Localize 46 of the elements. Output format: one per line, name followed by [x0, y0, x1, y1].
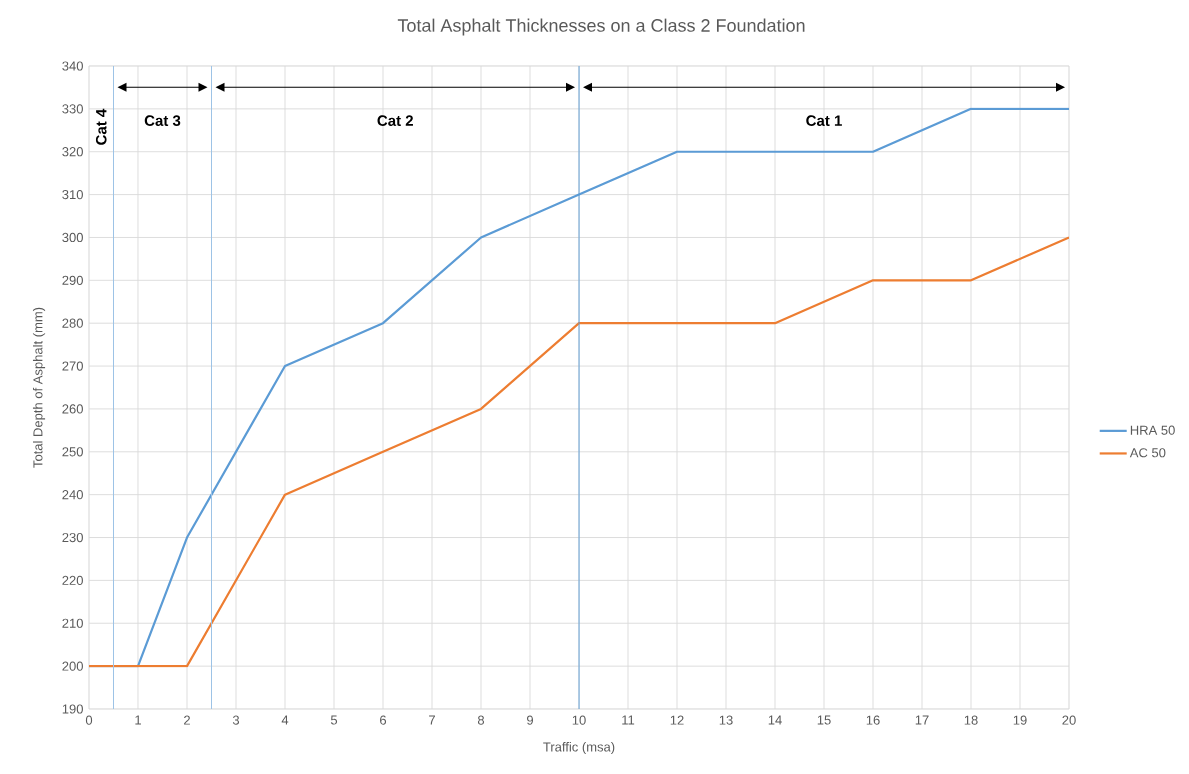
- annotation: Cat 1: [806, 115, 842, 126]
- x-tick-label: 14: [768, 715, 782, 725]
- y-tick-label: 250: [62, 447, 83, 457]
- y-tick-label: 280: [62, 318, 83, 328]
- x-tick-label: 4: [281, 715, 289, 725]
- y-tick-label: 290: [62, 275, 83, 285]
- y-tick-label: 220: [62, 575, 83, 585]
- y-tick-label: 300: [62, 232, 83, 243]
- x-tick-label: 5: [330, 715, 338, 725]
- y-axis-title: Total Depth of Asphalt (mm): [32, 307, 46, 468]
- x-tick-label: 6: [380, 715, 387, 725]
- x-tick-label: 9: [527, 715, 534, 725]
- legend-label: AC 50: [1129, 448, 1166, 458]
- x-tick-label: 17: [915, 715, 929, 725]
- chart-title: Total Asphalt Thicknesses on a Class 2 Foundation: [397, 18, 805, 36]
- x-tick-label: 2: [184, 715, 190, 725]
- x-tick-label: 18: [964, 715, 978, 725]
- y-tick-label: 200: [62, 661, 83, 671]
- x-tick-label: 3: [232, 715, 240, 725]
- y-tick-label: 230: [62, 532, 83, 543]
- x-tick-label: 12: [670, 715, 684, 725]
- x-tick-label: 0: [85, 715, 93, 725]
- x-tick-label: 20: [1062, 715, 1076, 725]
- annotation: Cat 3: [144, 115, 181, 126]
- x-tick-label: 16: [866, 715, 880, 725]
- y-tick-label: 210: [62, 618, 83, 628]
- annotation: Cat 4: [95, 108, 107, 145]
- y-tick-label: 340: [62, 61, 83, 71]
- y-tick-label: 240: [62, 490, 83, 500]
- y-tick-label: 270: [62, 361, 83, 371]
- y-tick-label: 190: [62, 704, 83, 714]
- x-tick-label: 8: [477, 715, 485, 725]
- y-tick-label: 320: [62, 147, 83, 157]
- x-tick-label: 15: [817, 715, 831, 725]
- y-tick-label: 330: [62, 104, 83, 114]
- x-tick-label: 13: [719, 715, 733, 725]
- x-tick-label: 7: [429, 715, 435, 725]
- y-tick-label: 310: [62, 189, 83, 200]
- y-tick-label: 260: [62, 404, 83, 414]
- x-axis-title: Traffic (msa): [543, 741, 615, 755]
- legend-label: HRA 50: [1130, 425, 1175, 435]
- x-tick-label: 19: [1013, 715, 1027, 725]
- x-tick-label: 11: [622, 715, 635, 725]
- x-tick-label: 1: [135, 715, 141, 725]
- annotation: Cat 2: [377, 115, 413, 126]
- x-tick-label: 10: [572, 715, 586, 725]
